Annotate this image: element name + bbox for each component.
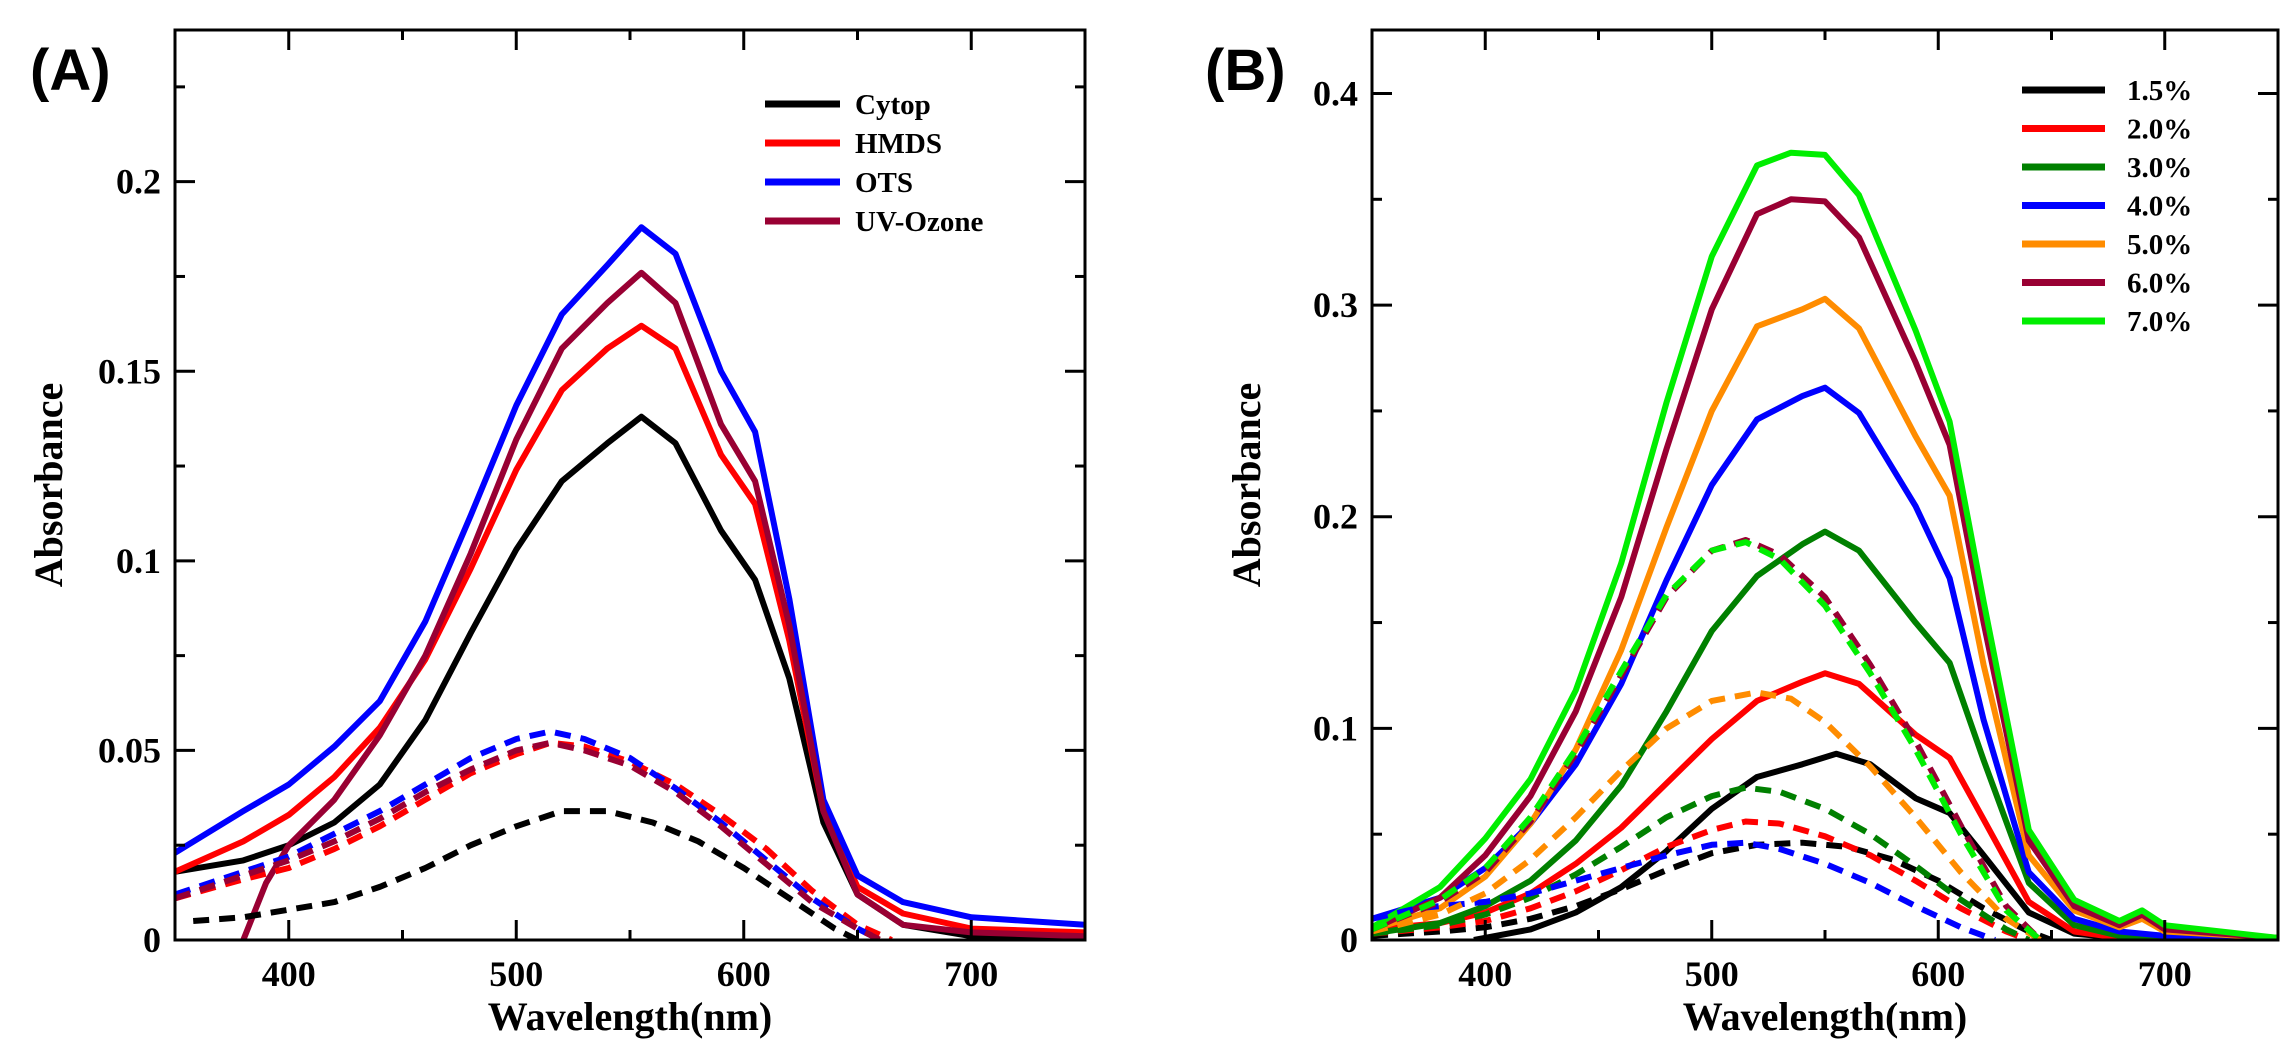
legend-label-7-0: 7.0%	[2127, 306, 2192, 338]
y-tick-label: 0.1	[1313, 708, 1358, 748]
series-line-1-5-dashed	[1372, 839, 2053, 940]
series-line-2-0-dashed	[1372, 818, 2030, 940]
y-tick-label: 0	[1340, 920, 1358, 960]
panel-label: (A)	[30, 38, 111, 103]
series-line-uv-ozone	[240, 269, 1085, 940]
y-axis-title: Absorbance	[26, 383, 71, 587]
x-tick-label: 500	[1685, 954, 1739, 994]
y-tick-label: 0.3	[1313, 285, 1358, 325]
series-line-hmds	[175, 322, 1085, 936]
series-line-3-0-dashed	[1372, 784, 2031, 940]
series-group	[1372, 149, 2278, 940]
y-tick-label: 0.1	[116, 541, 161, 581]
y-tick-label: 0	[143, 920, 161, 960]
plot-frame	[173, 28, 1087, 942]
series-line-6-0	[1372, 196, 2278, 940]
series-line-4-0-dashed	[1372, 839, 1996, 940]
legend-label-hmds: HMDS	[855, 128, 942, 160]
y-tick-label: 0.4	[1313, 73, 1358, 113]
legend-label-4-0: 4.0%	[2127, 191, 2192, 223]
y-axis-title: Absorbance	[1224, 383, 1269, 587]
legend-label-uv-ozone: UV-Ozone	[855, 206, 983, 238]
x-tick-label: 400	[262, 954, 316, 994]
legend-label-3-0: 3.0%	[2127, 152, 2192, 184]
x-tick-label: 700	[944, 954, 998, 994]
x-axis-title: Wavelength(nm)	[488, 994, 772, 1039]
legend-label-cytop: Cytop	[855, 89, 931, 121]
x-tick-label: 400	[1458, 954, 1512, 994]
legend-label-2-0: 2.0%	[2127, 114, 2192, 146]
x-axis-title: Wavelength(nm)	[1683, 994, 1967, 1039]
panel-a: (A) 400 500 600 700 0 0.05 0.1 0.15 0.2 Wavelength…	[26, 28, 1087, 1039]
legend-label-ots: OTS	[855, 167, 913, 199]
series-line-cytop-dashed	[192, 808, 859, 940]
series-line-3-0	[1372, 528, 2278, 940]
legend: 1.5% 2.0% 3.0% 4.0% 5.0% 6.0% 7.0%	[2022, 75, 2192, 338]
legend-label-6-0: 6.0%	[2127, 268, 2192, 300]
y-tick-label: 0.2	[1313, 497, 1358, 537]
x-tick-label: 600	[717, 954, 771, 994]
y-tick-label: 0.05	[98, 730, 161, 770]
series-line-4-0	[1372, 384, 2278, 940]
x-tick-label: 500	[489, 954, 543, 994]
x-tick-label: 600	[1911, 954, 1965, 994]
legend-label-5-0: 5.0%	[2127, 229, 2192, 261]
x-tick-label: 700	[2138, 954, 2192, 994]
legend-label-1-5: 1.5%	[2127, 75, 2192, 107]
panel-b: (B) 400 500 600 700 0 0.1 0.2 0.3 0.4 Wavelength(n…	[1205, 28, 2280, 1039]
series-line-5-0-dashed	[1372, 689, 2042, 940]
y-tick-label: 0.2	[116, 162, 161, 202]
series-line-7-0	[1372, 149, 2278, 940]
panel-label: (B)	[1205, 38, 1286, 103]
legend: Cytop HMDS OTS UV-Ozone	[765, 89, 983, 238]
series-group	[175, 224, 1085, 940]
series-line-uv-ozone-dashed	[175, 739, 882, 940]
series-line-ots	[175, 224, 1085, 928]
series-line-7-0-dashed	[1372, 539, 2043, 940]
y-tick-label: 0.15	[98, 351, 161, 391]
